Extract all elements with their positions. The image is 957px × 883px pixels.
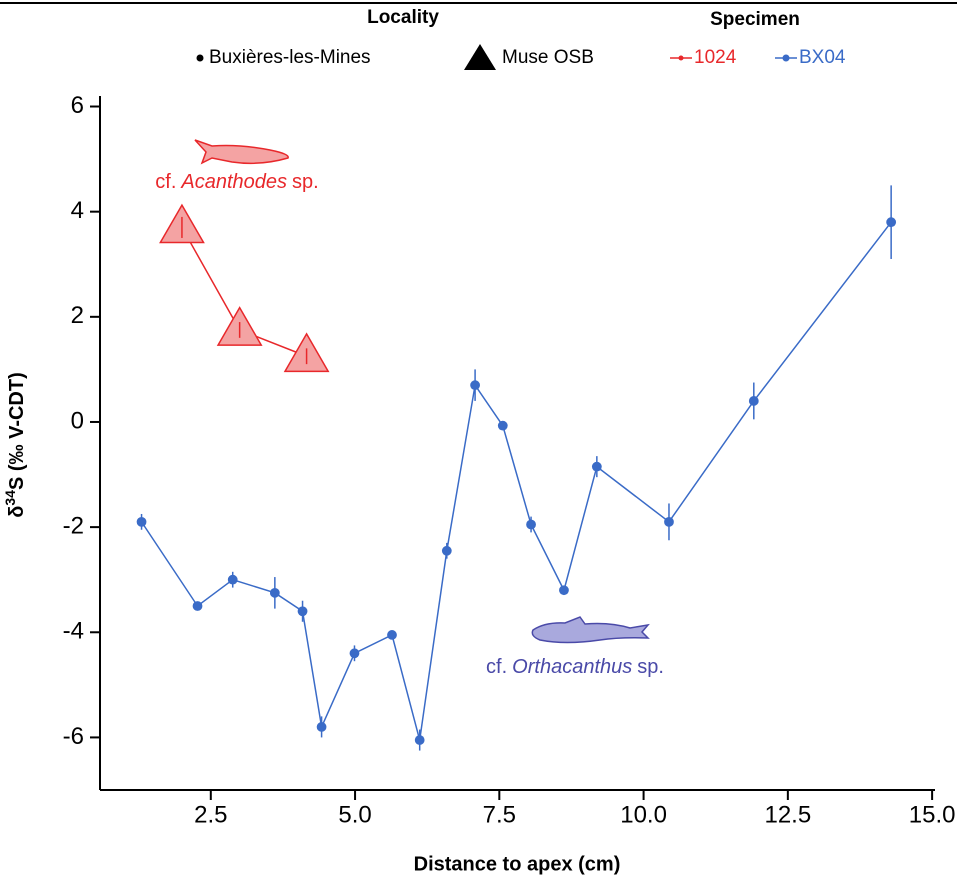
marker bbox=[470, 380, 480, 391]
legend-item: Muse OSB bbox=[464, 44, 594, 70]
legend-label: Muse OSB bbox=[502, 47, 594, 68]
marker bbox=[441, 545, 452, 556]
marker bbox=[316, 722, 327, 732]
legend-label: 1024 bbox=[694, 47, 737, 68]
y-axis-label: δ34S (‰ V-CDT) bbox=[2, 372, 29, 518]
annotation-genus: Orthacanthus bbox=[512, 656, 632, 678]
marker bbox=[414, 735, 425, 745]
y-tick-label: 4 bbox=[71, 197, 84, 224]
series-line bbox=[140, 221, 892, 741]
marker bbox=[349, 648, 360, 659]
legend-item: Buxières-les-Mines bbox=[196, 47, 371, 68]
x-axis-label: Distance to apex (cm) bbox=[414, 853, 621, 875]
marker bbox=[497, 420, 508, 431]
annotation-genus: Acanthodes bbox=[180, 171, 287, 193]
y-tick-label: 0 bbox=[71, 407, 84, 434]
legend-marker bbox=[678, 55, 684, 61]
marker bbox=[886, 217, 897, 228]
annotation-suffix: sp. bbox=[637, 656, 664, 678]
legend-label: Buxières-les-Mines bbox=[209, 47, 371, 68]
orthacanthus-icon bbox=[531, 616, 650, 644]
marker bbox=[192, 601, 203, 611]
marker bbox=[227, 574, 238, 585]
legend-item: 1024 bbox=[670, 47, 737, 68]
legend-title: Locality bbox=[367, 7, 439, 28]
annotation-prefix: cf. bbox=[486, 656, 507, 678]
y-tick-label: 2 bbox=[71, 302, 84, 329]
y-tick-label: -6 bbox=[63, 723, 84, 750]
marker bbox=[664, 516, 674, 527]
x-tick-label: 5.0 bbox=[338, 801, 371, 828]
legend-item: BX04 bbox=[775, 47, 846, 68]
marker bbox=[387, 630, 397, 640]
y-tick-label: -2 bbox=[63, 512, 84, 539]
legend-marker bbox=[196, 54, 204, 62]
marker bbox=[748, 396, 759, 406]
marker bbox=[269, 587, 280, 598]
x-tick-label: 10.0 bbox=[620, 801, 667, 828]
annotation: cf. Orthacanthus sp. bbox=[486, 656, 664, 678]
y-tick-label: -4 bbox=[63, 618, 84, 645]
marker bbox=[559, 585, 569, 596]
legend-marker bbox=[782, 54, 790, 62]
x-tick-label: 7.5 bbox=[483, 801, 516, 828]
marker bbox=[297, 606, 308, 617]
marker bbox=[591, 461, 602, 472]
legend-marker bbox=[464, 44, 496, 70]
y-tick-label: 6 bbox=[71, 92, 84, 119]
annotation-prefix: cf. bbox=[155, 171, 176, 193]
x-tick-label: 12.5 bbox=[764, 801, 811, 828]
annotation-suffix: sp. bbox=[292, 171, 319, 193]
marker bbox=[526, 519, 536, 530]
legend-title: Specimen bbox=[710, 9, 800, 30]
x-tick-label: 15.0 bbox=[909, 801, 956, 828]
legend-label: BX04 bbox=[799, 47, 846, 68]
annotation: cf. Acanthodes sp. bbox=[155, 171, 318, 193]
x-tick-label: 2.5 bbox=[194, 801, 227, 828]
marker bbox=[136, 516, 147, 527]
acanthodes-icon bbox=[194, 139, 289, 165]
